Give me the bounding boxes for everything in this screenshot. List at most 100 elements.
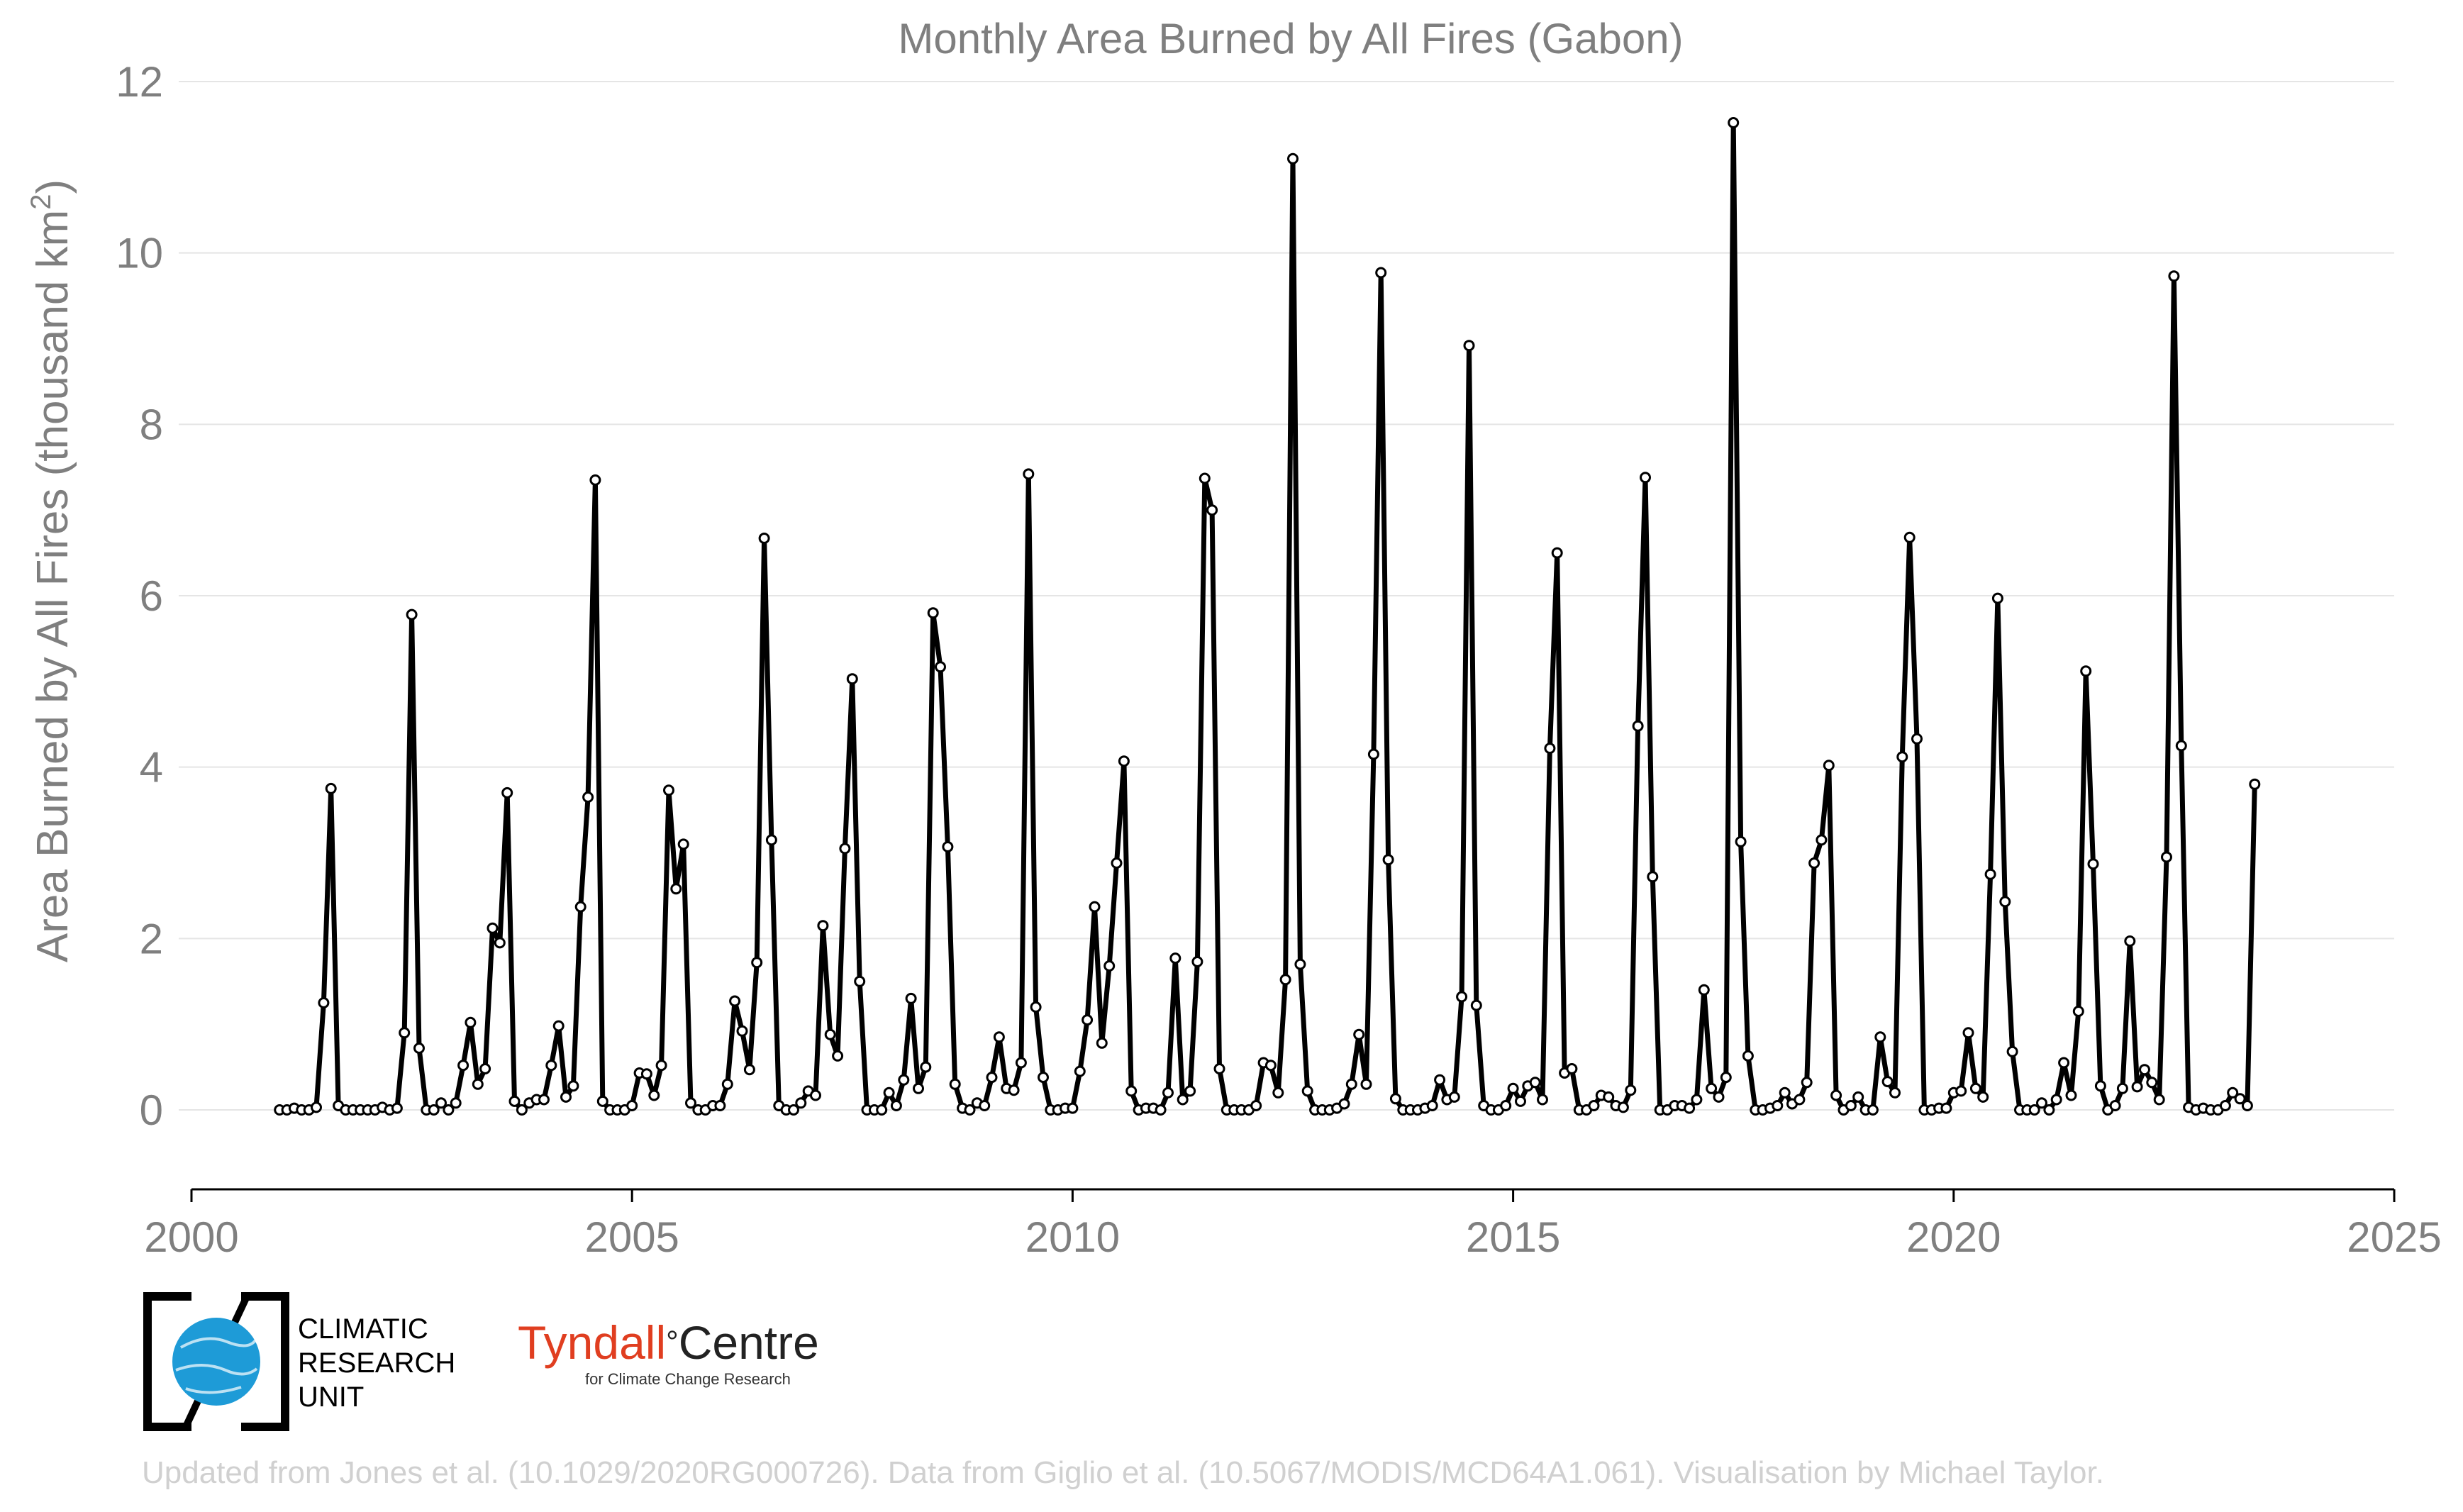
- data-point: [751, 957, 763, 969]
- data-point: [1206, 504, 1218, 516]
- x-tick-label: 2005: [584, 1213, 679, 1261]
- data-point: [854, 975, 866, 987]
- data-point: [2087, 858, 2099, 870]
- data-point: [413, 1043, 425, 1054]
- data-point: [1852, 1091, 1864, 1103]
- data-point: [1500, 1100, 1512, 1111]
- data-point: [986, 1072, 998, 1084]
- data-point: [721, 1078, 733, 1090]
- data-point: [567, 1080, 579, 1092]
- series-line: [279, 120, 2257, 1113]
- y-tick-label: 8: [140, 401, 163, 448]
- data-point: [2124, 935, 2136, 947]
- data-point: [1617, 1101, 1629, 1113]
- data-point: [758, 533, 770, 544]
- data-point: [1169, 952, 1182, 965]
- data-point: [1456, 991, 1468, 1003]
- data-point: [1808, 857, 1820, 869]
- data-point: [1279, 974, 1291, 986]
- tyndall-word: Tyndall: [518, 1316, 667, 1369]
- data-point: [1588, 1100, 1600, 1111]
- data-point: [1640, 472, 1651, 484]
- y-tick-label: 0: [140, 1086, 163, 1134]
- data-point: [574, 901, 586, 913]
- data-point: [1969, 1082, 1981, 1094]
- data-point: [1074, 1065, 1086, 1077]
- data-point: [765, 834, 777, 846]
- data-point: [1566, 1063, 1578, 1074]
- data-point: [1720, 1072, 1732, 1084]
- data-point: [1089, 901, 1101, 913]
- data-point: [949, 1078, 961, 1090]
- data-point: [2028, 1104, 2040, 1116]
- data-point: [1772, 1100, 1784, 1111]
- data-point: [1544, 743, 1556, 755]
- data-point: [670, 883, 682, 895]
- data-point: [788, 1104, 799, 1116]
- data-point: [2168, 270, 2180, 282]
- data-point: [2006, 1045, 2018, 1057]
- data-point: [1067, 1102, 1079, 1114]
- data-point: [391, 1102, 403, 1114]
- data-point: [1155, 1104, 1167, 1116]
- data-point: [1030, 1001, 1042, 1013]
- data-point: [714, 1100, 726, 1111]
- data-point: [795, 1097, 807, 1109]
- data-point: [560, 1091, 572, 1103]
- data-point: [1816, 834, 1828, 846]
- data-point: [942, 841, 954, 852]
- data-point: [648, 1089, 660, 1101]
- data-point: [2161, 851, 2172, 863]
- data-point: [655, 1060, 667, 1072]
- data-point: [1103, 960, 1116, 972]
- data-point: [1691, 1094, 1703, 1106]
- data-point: [1272, 1086, 1284, 1099]
- cru-text-line1: CLIMATIC: [298, 1313, 428, 1345]
- data-point: [1867, 1104, 1879, 1116]
- data-point: [1962, 1027, 1974, 1039]
- data-point: [1794, 1094, 1806, 1106]
- chart-title: Monthly Area Burned by All Fires (Gabon): [898, 15, 1683, 62]
- data-point: [1082, 1014, 1094, 1026]
- data-point: [2175, 740, 2187, 752]
- y-tick-label: 2: [140, 915, 163, 962]
- footer-credits: Updated from Jones et al. (10.1029/2020R…: [142, 1455, 2104, 1490]
- data-point: [2153, 1094, 2165, 1106]
- data-point: [1991, 592, 2003, 604]
- data-point: [1184, 1085, 1196, 1097]
- data-point: [2241, 1100, 2253, 1111]
- data-point: [1382, 854, 1394, 866]
- data-point: [325, 782, 337, 794]
- data-point: [1191, 956, 1203, 967]
- data-point: [1874, 1031, 1886, 1043]
- data-point: [1955, 1085, 1967, 1097]
- data-point: [1551, 547, 1563, 559]
- data-point: [1177, 1094, 1189, 1106]
- data-point: [1360, 1078, 1372, 1090]
- data-point: [743, 1064, 755, 1076]
- data-point: [1823, 760, 1835, 772]
- data-point: [2080, 665, 2092, 677]
- data-point: [1426, 1100, 1438, 1111]
- data-point: [1684, 1102, 1696, 1114]
- data-point: [465, 1016, 477, 1028]
- data-point: [824, 1028, 836, 1040]
- data-point: [1706, 1082, 1718, 1094]
- data-point: [2139, 1064, 2150, 1076]
- data-point: [1896, 751, 1908, 763]
- data-point: [1881, 1076, 1894, 1088]
- y-tick-labels: 0 2 4 6 8 10 12: [116, 58, 163, 1134]
- data-point: [1389, 1093, 1401, 1105]
- data-point: [1507, 1082, 1519, 1094]
- data-point: [1801, 1077, 1813, 1089]
- data-point: [596, 1095, 608, 1107]
- data-point: [839, 843, 851, 855]
- data-point: [1515, 1095, 1526, 1107]
- data-point: [1647, 871, 1659, 883]
- data-point: [979, 1100, 991, 1111]
- data-point: [736, 1025, 748, 1037]
- y-axis-label-main: Area Burned by All Fires (thousand km: [28, 210, 77, 962]
- data-point: [927, 607, 939, 619]
- data-point: [1603, 1091, 1615, 1103]
